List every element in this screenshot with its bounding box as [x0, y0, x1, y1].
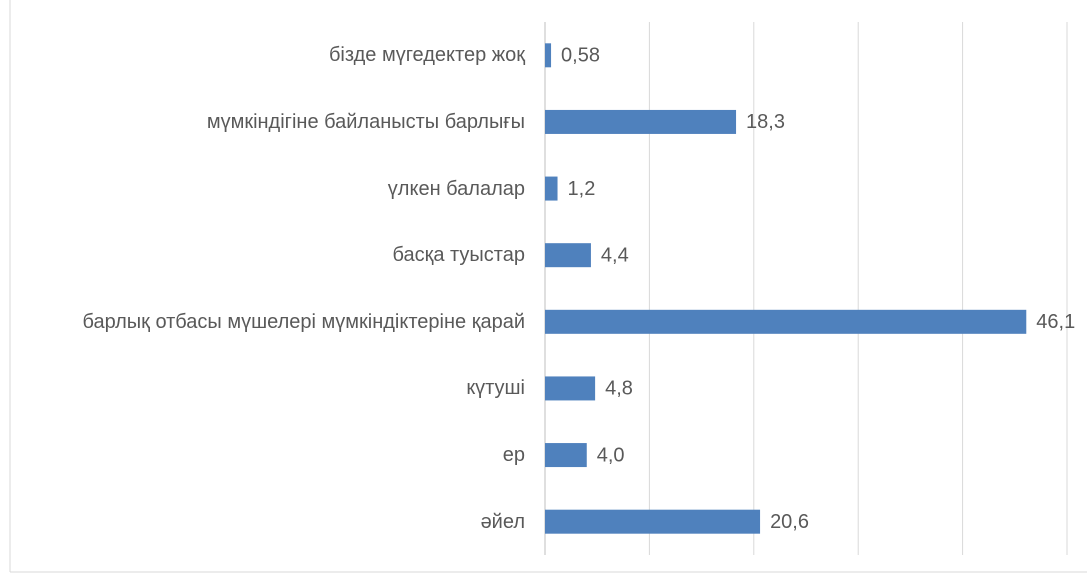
bar: [545, 109, 737, 134]
category-row: басқа туыстар: [20, 222, 526, 289]
bar: [545, 309, 1027, 334]
category-row: мүмкіндігіне байланысты барлығы: [20, 89, 525, 156]
category-label: барлық отбасы мүшелері мүмкіндіктеріне қ…: [82, 310, 525, 333]
category-label: үлкен балалар: [387, 177, 525, 200]
value-label: 18,3: [746, 111, 785, 133]
category-label: басқа туыстар: [392, 244, 526, 267]
value-label: 46,1: [1036, 311, 1075, 333]
category-row: бізде мүгедектер жоқ: [20, 22, 525, 89]
bar: [545, 43, 552, 68]
value-label: 20,6: [770, 511, 809, 533]
bar: [545, 243, 591, 268]
value-label: 4,4: [601, 244, 629, 266]
bar: [545, 509, 761, 534]
bar: [545, 443, 587, 468]
category-label: күтуші: [466, 377, 525, 400]
bar: [545, 176, 558, 201]
bar: [545, 376, 596, 401]
value-label: 1,2: [568, 178, 596, 200]
category-label: бізде мүгедектер жоқ: [328, 44, 525, 67]
category-label: ер: [502, 444, 525, 467]
value-label: 4,8: [605, 378, 633, 400]
value-label: 4,0: [597, 444, 625, 466]
category-row: ер: [20, 422, 525, 489]
category-row: күтуші: [20, 355, 525, 422]
category-label: әйел: [480, 510, 525, 533]
value-label: 0,58: [561, 45, 600, 67]
category-row: үлкен балалар: [20, 155, 525, 222]
category-row: барлық отбасы мүшелері мүмкіндіктеріне қ…: [20, 289, 525, 356]
category-row: әйел: [20, 488, 525, 555]
category-label: мүмкіндігіне байланысты барлығы: [206, 110, 525, 133]
